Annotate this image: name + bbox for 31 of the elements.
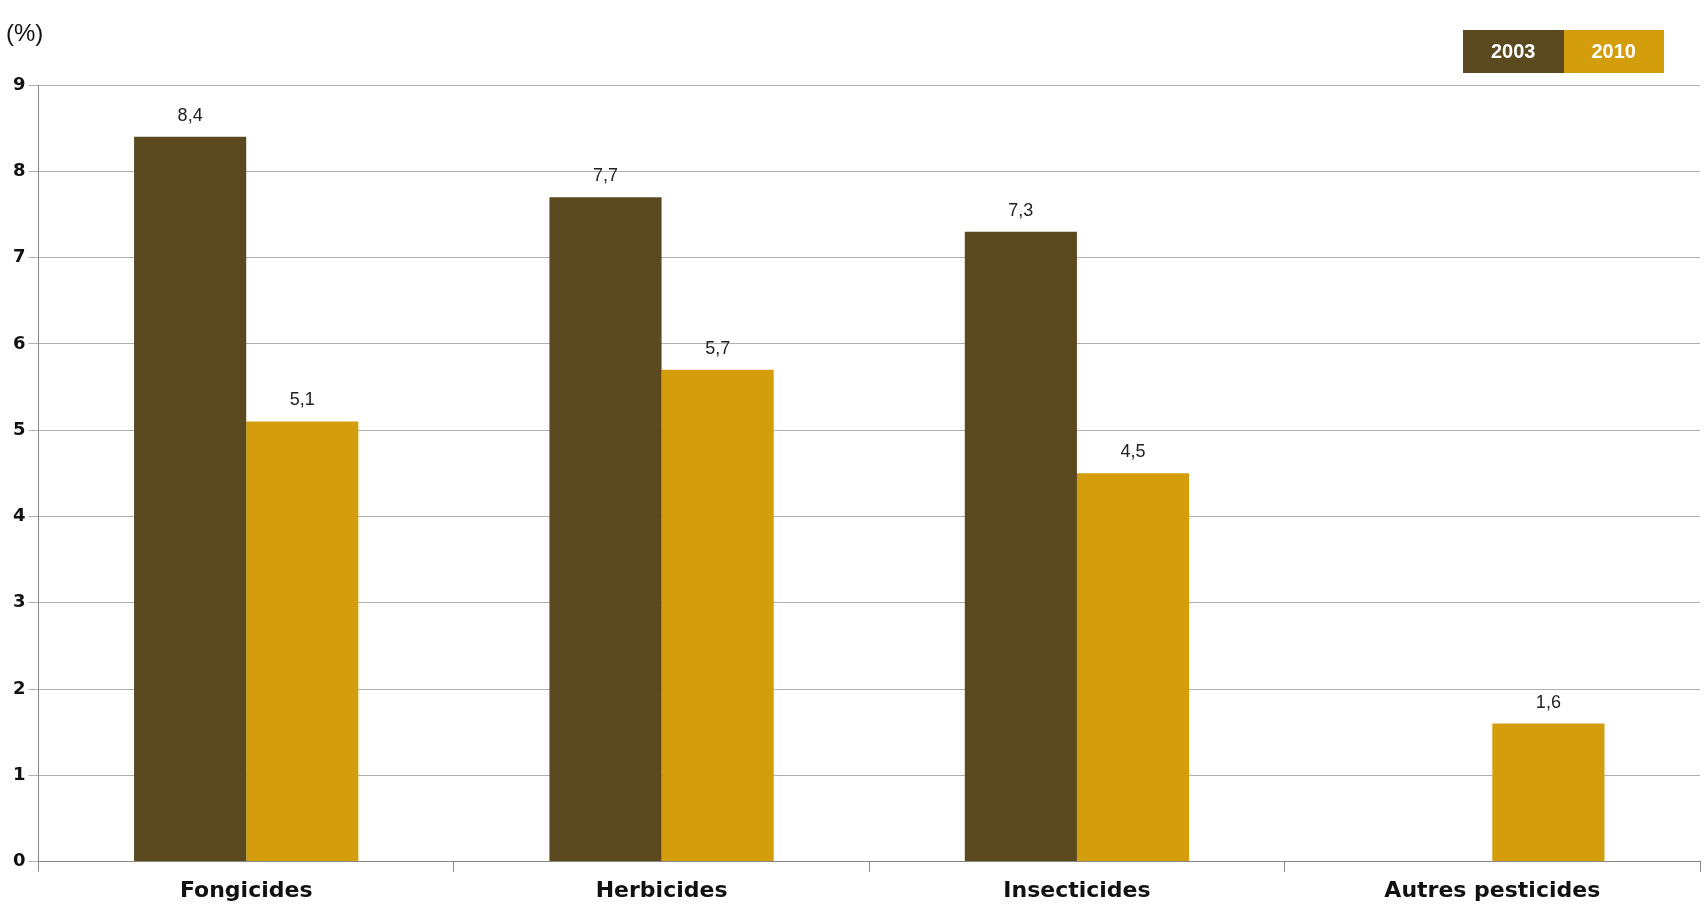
- data-label: 5,7: [705, 337, 731, 358]
- y-tick-label: 6: [12, 331, 26, 353]
- data-label: 5,1: [289, 389, 315, 410]
- bar: [661, 369, 774, 862]
- data-label: 7,3: [1008, 199, 1034, 220]
- y-tick-label: 8: [12, 158, 26, 180]
- data-label: 1,6: [1535, 691, 1561, 712]
- data-label: 8,4: [177, 104, 203, 125]
- x-tick-label: Autres pesticides: [1384, 876, 1601, 902]
- y-tick-label: 4: [12, 504, 26, 526]
- x-tick-label: Insecticides: [1003, 876, 1151, 902]
- x-tick-label: Herbicides: [595, 876, 728, 902]
- data-label: 7,7: [592, 165, 619, 186]
- data-label: 4,5: [1120, 441, 1146, 462]
- bar: [549, 197, 662, 862]
- bar: [1492, 723, 1605, 862]
- y-tick-label: 3: [12, 590, 26, 612]
- y-tick-label: 9: [12, 72, 26, 94]
- bar: [964, 231, 1077, 862]
- bar: [1076, 473, 1190, 862]
- text: 2003: [1463, 30, 1564, 73]
- y-tick-label: 5: [12, 417, 26, 439]
- y-axis-title: (%): [6, 18, 44, 46]
- y-tick-label: 1: [12, 762, 26, 784]
- x-tick-label: Fongicides: [179, 876, 313, 902]
- text: 2010: [1563, 30, 1664, 73]
- y-tick-label: 7: [12, 245, 26, 267]
- bar: [134, 136, 247, 862]
- y-tick-label: 2: [12, 676, 26, 698]
- bar: [246, 421, 359, 862]
- y-tick-label: 0: [12, 849, 26, 871]
